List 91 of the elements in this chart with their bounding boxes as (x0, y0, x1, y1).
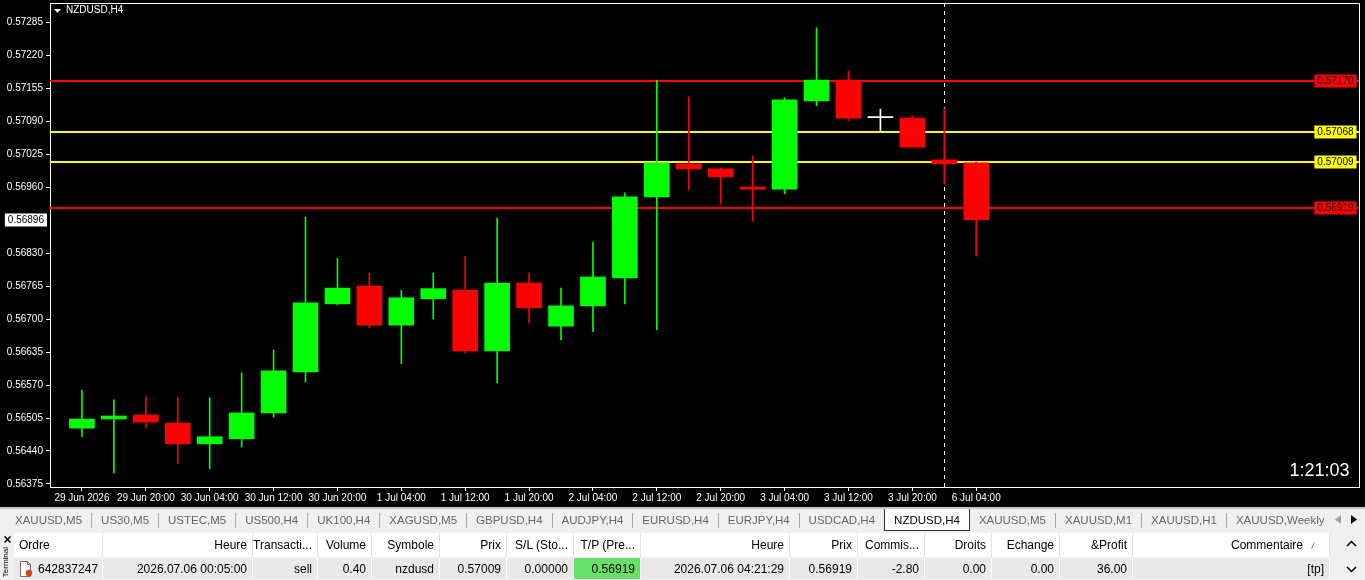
category-label: AUDJPY,H4 (560, 513, 625, 528)
category-label: Echange (1006, 538, 1054, 552)
x-tick-label: 6 Jul 04:00 (951, 491, 1002, 503)
x-tick-label: 30 Jun 04:00 (180, 491, 240, 503)
category-label: EURUSD,H4 (641, 513, 710, 528)
category-label: Heure (751, 538, 784, 552)
category-label: XAUUSD,M5 (977, 513, 1047, 528)
x-tick-label: 3 Jul 12:00 (824, 491, 874, 503)
text: 0.00 (962, 561, 986, 576)
x-tick-label: 2 Jul 12:00 (632, 491, 682, 503)
x-tick-label: 30 Jun 12:00 (244, 491, 303, 503)
category-label: USTEC,M5 (167, 513, 228, 528)
category-label: Prix (831, 538, 852, 552)
candlestick (196, 397, 223, 470)
x-tick-label: 3 Jul 04:00 (760, 491, 810, 503)
text: [tp] (1307, 561, 1324, 576)
y-tick-label: 0.57090 (6, 114, 44, 126)
ref-line-label: 0.56919 (1317, 202, 1354, 214)
y-tick-label: 0.56570 (6, 378, 44, 390)
x-tick-label: 3 Jul 20:00 (887, 491, 938, 503)
category-label: Heure (214, 538, 247, 552)
ref-line-label: 0.57009 (1317, 156, 1354, 168)
ref-line-label: 0.57170 (1317, 75, 1354, 87)
category-label: Droits (954, 538, 986, 552)
text: 1:21:03 (1289, 459, 1350, 480)
x-tick-label: 2 Jul 20:00 (696, 491, 746, 503)
text: 0.40 (342, 561, 366, 576)
candlestick (707, 167, 734, 205)
candlestick (420, 272, 447, 320)
candlestick (69, 389, 95, 438)
y-tick-label: 0.56830 (6, 246, 44, 258)
text: 2026.07.06 04:21:29 (673, 561, 784, 576)
ref-line-label: 0.57068 (1317, 126, 1354, 138)
category-label: US500,H4 (244, 513, 300, 528)
text: 0.57009 (457, 561, 501, 576)
category-label: Ordre (19, 538, 50, 552)
category-label: USDCAD,H4 (807, 513, 877, 528)
category-label: Symbole (387, 538, 434, 552)
y-tick-label: 0.56960 (6, 180, 44, 192)
category-label: &Profit (1090, 538, 1127, 552)
y-tick-label: 0.56635 (6, 345, 44, 357)
category-label: XAUUSD,H1 (1150, 513, 1218, 528)
text: 2026.07.06 00:05:00 (136, 561, 247, 576)
text: 0.00 (1030, 561, 1054, 576)
candlestick (675, 96, 702, 191)
x-tick-label: 2 Jul 04:00 (568, 491, 618, 503)
category-label: XAUUSD,M1 (1064, 513, 1134, 528)
category-label: GBPUSD,H4 (475, 513, 544, 528)
text: 0.56919 (591, 561, 635, 576)
text: 36.00 (1096, 561, 1127, 576)
text: 0.56919 (808, 561, 852, 576)
text: Terminal (1, 547, 11, 578)
x-tick-label: 1 Jul 12:00 (440, 491, 491, 503)
x-tick-label: 1 Jul 04:00 (376, 491, 427, 503)
category-label: Commis... (865, 538, 919, 552)
candlestick (931, 107, 958, 185)
category-label: UK100,H4 (316, 513, 372, 528)
category-label: US30,M5 (100, 513, 151, 528)
candlestick (644, 79, 670, 331)
category-label: Prix (480, 538, 501, 552)
y-tick-label: 0.56700 (6, 312, 44, 324)
category-label: S/L (Sto... (515, 538, 568, 552)
category-label: XAGUSD,M5 (388, 513, 459, 528)
category-label: Transacti... (253, 538, 312, 552)
y-tick-label: 0.57220 (6, 49, 44, 61)
text: sell (293, 561, 312, 576)
category-label: XAUUSD,M5 (14, 513, 84, 528)
x-tick-label: 29 Jun 2026 (54, 491, 110, 503)
chart-title: NZDUSD,H4 (66, 4, 124, 16)
x-tick-label: 1 Jul 20:00 (504, 491, 554, 503)
y-tick-label: 0.57025 (6, 147, 44, 159)
category-label: Volume (325, 538, 366, 552)
x-tick-label: 29 Jun 20:00 (116, 491, 176, 503)
text: 0.00000 (524, 561, 568, 576)
y-tick-label: 0.56440 (6, 444, 44, 456)
y-tick-label: 0.56375 (6, 477, 44, 489)
x-tick-label: 30 Jun 20:00 (308, 491, 367, 503)
category-label: EURJPY,H4 (726, 513, 791, 528)
y-tick-label: 0.57155 (6, 81, 44, 93)
category-label: T/P (Pre... (580, 538, 635, 552)
y-tick-label: 0.56505 (6, 411, 44, 423)
y-tick-label: 0.56765 (6, 279, 44, 291)
text: 0.56896 (7, 214, 45, 226)
text: 642837247 (38, 561, 99, 576)
category-label: Commentaire (1230, 538, 1303, 552)
text: nzdusd (395, 561, 434, 576)
candlestick (132, 396, 159, 429)
category-label: NZDUSD,H4 (884, 509, 970, 531)
y-tick-label: 0.57285 (6, 16, 44, 28)
category-label: XAUUSD,Weekly (1234, 513, 1326, 528)
text: -2.80 (891, 561, 919, 576)
